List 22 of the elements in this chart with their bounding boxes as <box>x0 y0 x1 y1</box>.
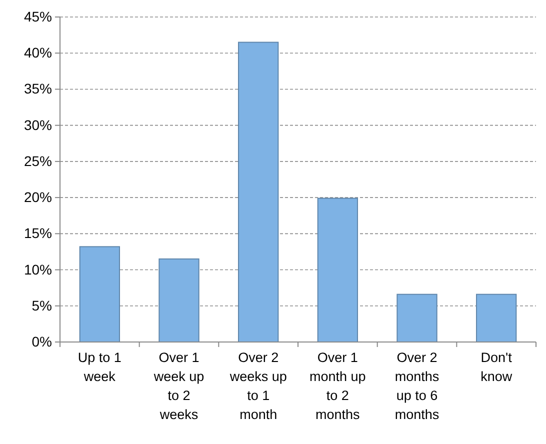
y-tick-label: 45% <box>24 8 52 24</box>
x-tick-label: Over 1 month up to 2 months <box>310 350 366 422</box>
bar <box>396 294 438 342</box>
bar <box>476 294 517 342</box>
x-tick-label: Don't know <box>480 350 512 384</box>
bar <box>79 246 120 342</box>
bar <box>158 258 200 342</box>
x-tick-label: Over 1 week up to 2 weeks <box>152 350 204 422</box>
y-tick-label: 25% <box>24 152 52 169</box>
bar <box>317 198 358 342</box>
x-tick-label: Up to 1 week <box>78 350 122 384</box>
y-tick-label: 15% <box>24 225 52 242</box>
y-tick-label: 5% <box>32 297 52 314</box>
bar <box>238 42 279 342</box>
y-tick-label: 35% <box>24 80 52 97</box>
y-tick-label: 20% <box>24 189 52 206</box>
y-tick-label: 10% <box>24 261 52 278</box>
x-tick-label: Over 2 months up to 6 months <box>394 350 440 422</box>
y-tick-label: 30% <box>24 116 52 133</box>
y-tick-label: 40% <box>24 44 52 61</box>
x-tick-label: Over 2 weeks up to 1 month <box>228 350 287 422</box>
y-tick-label: 0% <box>32 333 52 350</box>
